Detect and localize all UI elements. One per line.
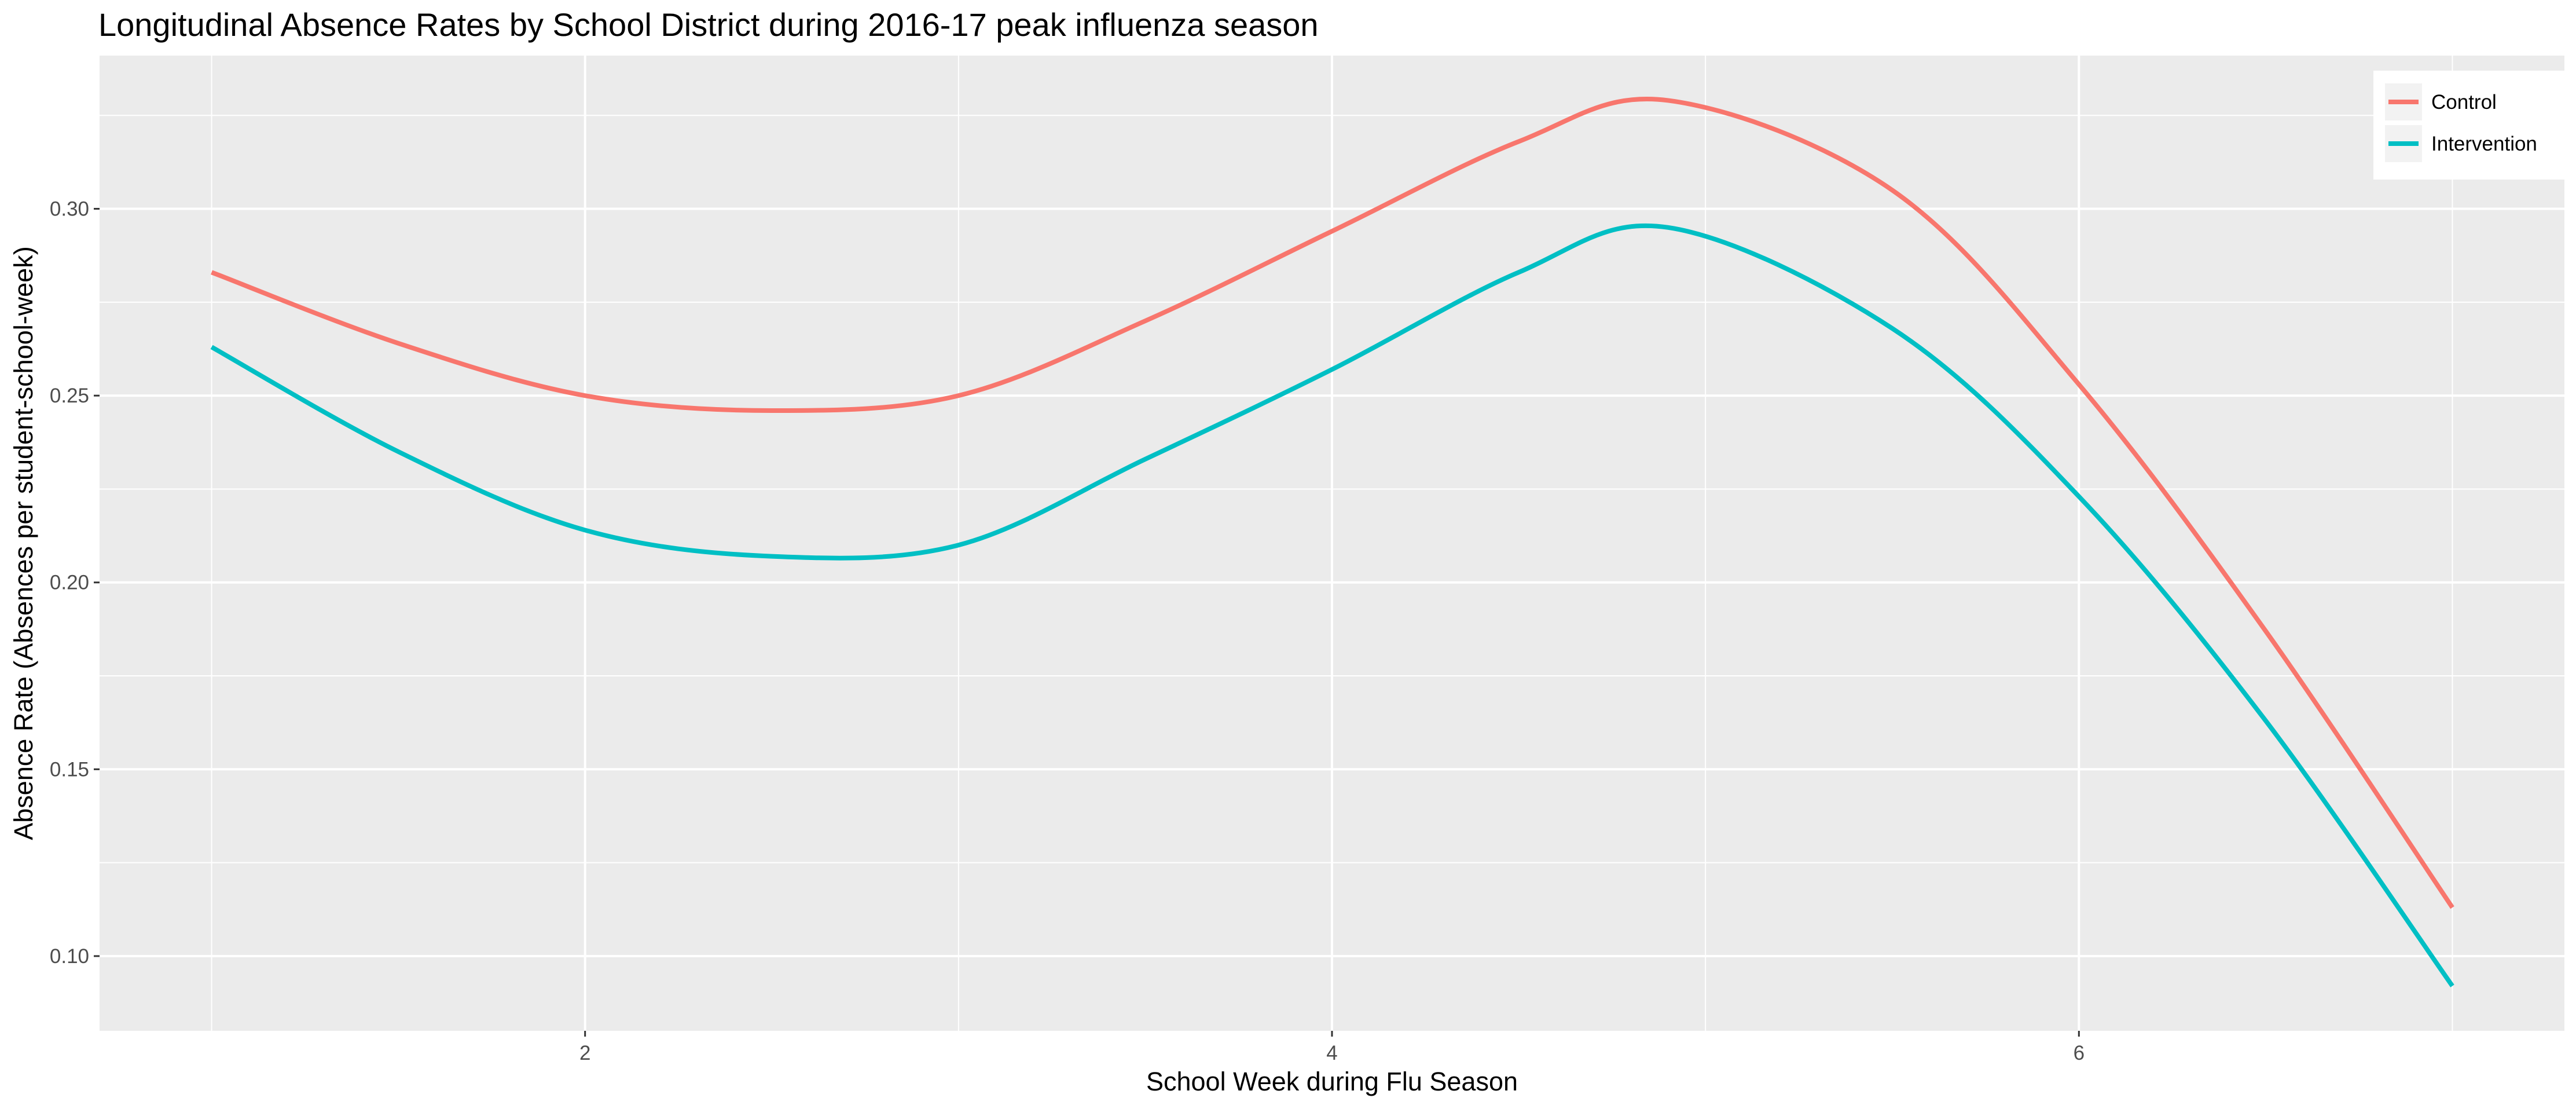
x-tick-label: 2 <box>579 1042 590 1064</box>
series-line-control <box>211 96 2454 909</box>
major-gridlines <box>100 56 2564 1031</box>
y-axis: 0.10 0.15 0.20 0.25 0.30 <box>50 198 100 968</box>
plot-area <box>100 56 2564 1031</box>
series-lines <box>210 96 2454 987</box>
x-tick-label: 6 <box>2074 1042 2085 1064</box>
x-axis-title: School Week during Flu Season <box>1146 1067 1518 1096</box>
series-line-intervention <box>210 223 2454 987</box>
legend-label-control: Control <box>2431 91 2497 114</box>
y-tick-label: 0.25 <box>50 385 89 407</box>
x-axis: 2 4 6 <box>579 1031 2085 1064</box>
legend-label-intervention: Intervention <box>2431 133 2537 155</box>
y-tick-label: 0.10 <box>50 945 89 968</box>
chart-title: Longitudinal Absence Rates by School Dis… <box>98 6 1319 43</box>
y-tick-label: 0.30 <box>50 198 89 221</box>
y-axis-title: Absence Rate (Absences per student-schoo… <box>9 246 38 840</box>
y-tick-label: 0.15 <box>50 758 89 781</box>
legend: Control Intervention <box>2373 71 2564 180</box>
y-tick-label: 0.20 <box>50 572 89 594</box>
x-tick-label: 4 <box>1326 1042 1337 1064</box>
